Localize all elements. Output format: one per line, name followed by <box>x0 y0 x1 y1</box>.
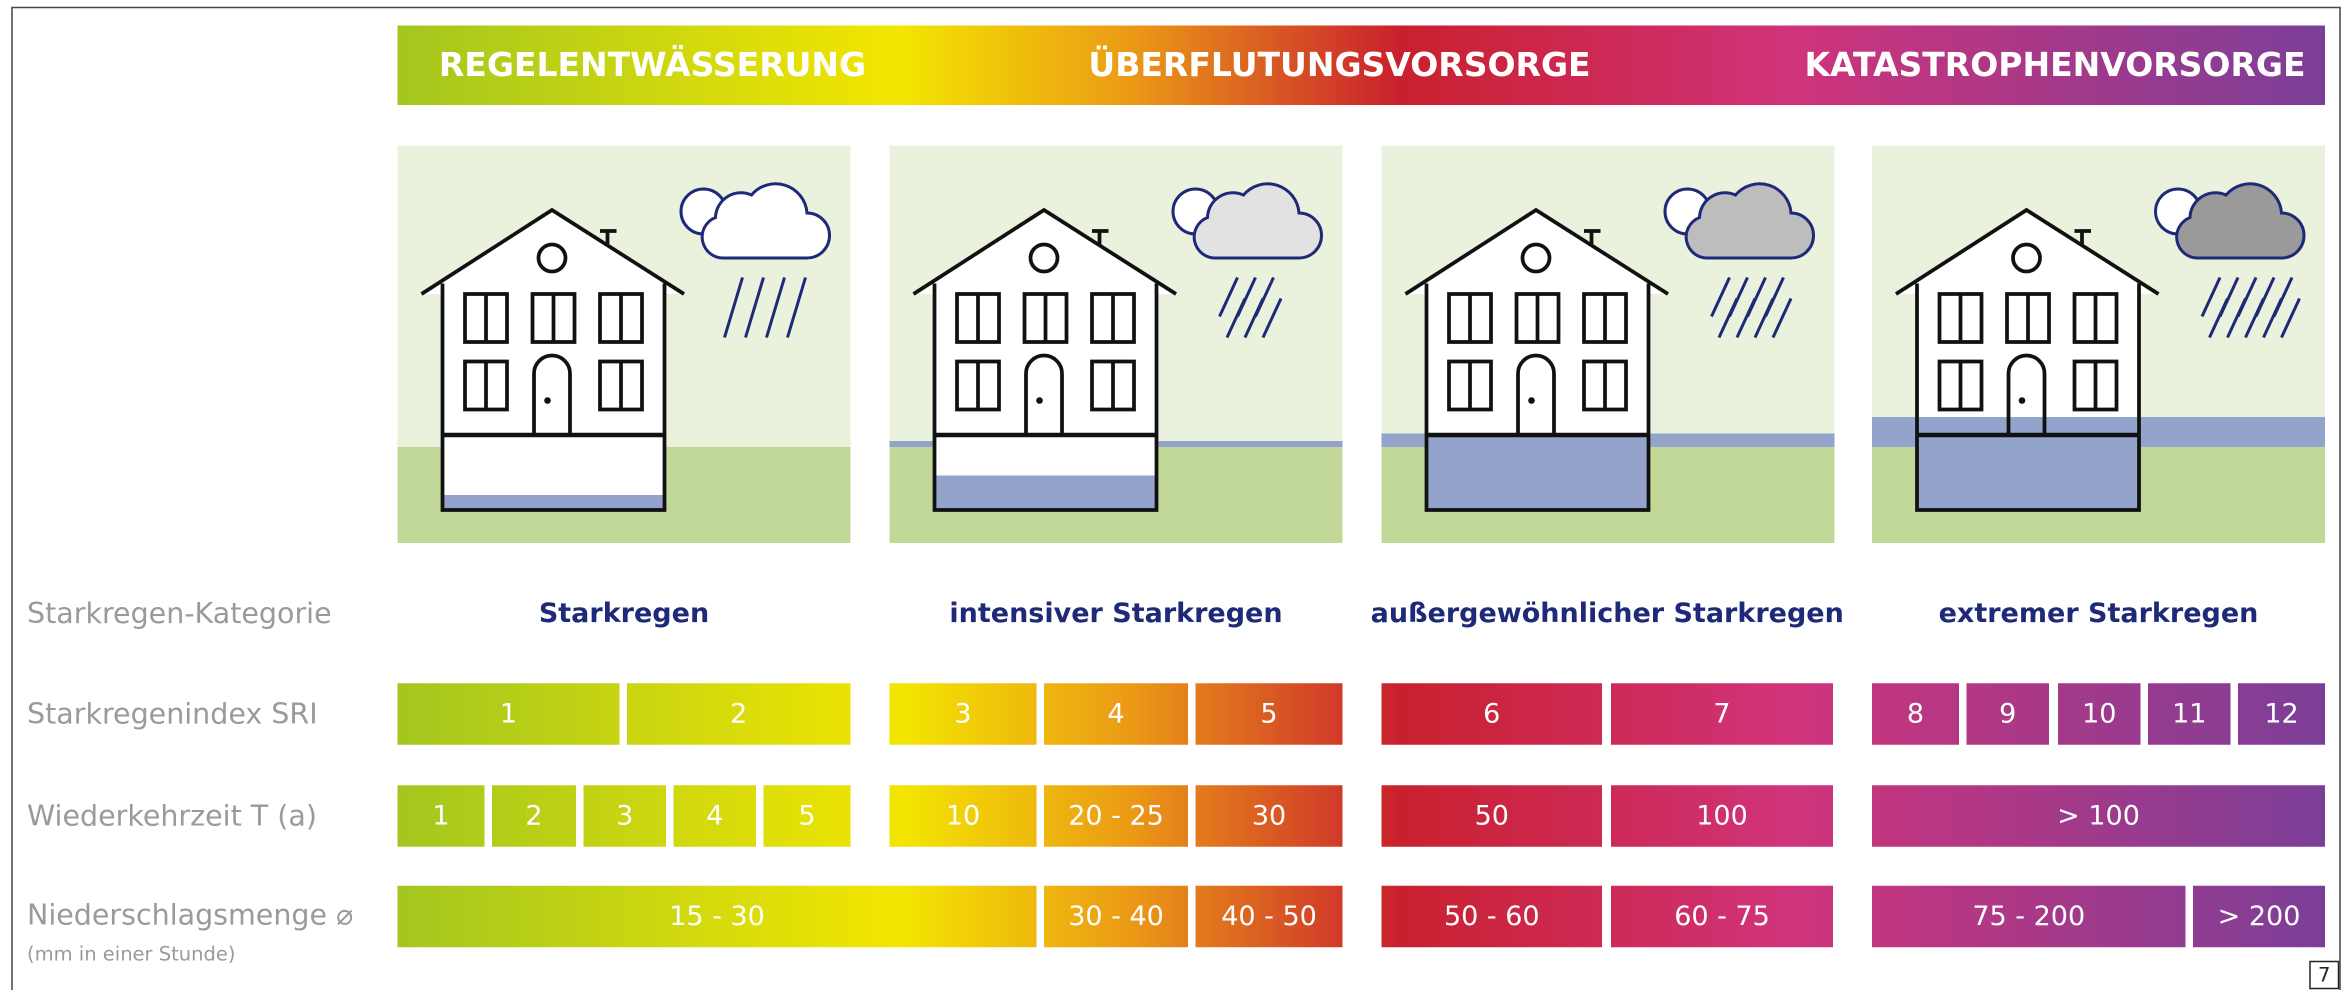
cell-label: 10 <box>2082 699 2116 730</box>
rows: Starkregen-Kategorie Starkregen intensiver… <box>27 597 2325 966</box>
water <box>935 476 1157 511</box>
cell-label: > 100 <box>2057 801 2140 832</box>
cell-label: 6 <box>1483 699 1500 730</box>
illustration <box>1382 146 1835 544</box>
door-knob <box>544 397 551 404</box>
door-knob <box>2019 397 2026 404</box>
row-label: Wiederkehrzeit T (a) <box>27 800 317 833</box>
cell-label: 4 <box>706 801 723 832</box>
cell-label: 3 <box>616 801 633 832</box>
cell-label: 30 - 40 <box>1068 901 1164 932</box>
row-label: Starkregenindex SRI <box>27 698 318 731</box>
cell-label: 5 <box>1260 699 1277 730</box>
cell-label: 12 <box>2264 699 2298 730</box>
cell-label: 40 - 50 <box>1221 901 1317 932</box>
cell-label: 8 <box>1907 699 1924 730</box>
panels <box>398 146 2325 544</box>
category: intensiver Starkregen <box>949 598 1282 629</box>
cell-label: 10 <box>946 801 980 832</box>
cell-label: 75 - 200 <box>1972 901 2085 932</box>
row-note: (mm in einer Stunde) <box>27 943 235 966</box>
infographic: REGELENTWÄSSERUNG ÜBERFLUTUNGSVORSORGE K… <box>0 0 2351 990</box>
page-number: 7 <box>2318 964 2330 987</box>
cell-label: 11 <box>2172 699 2206 730</box>
water <box>443 495 665 510</box>
cell-label: 2 <box>730 699 747 730</box>
cell-label: 30 <box>1252 801 1286 832</box>
cell-label: 60 - 75 <box>1674 901 1770 932</box>
row-label: Starkregen-Kategorie <box>27 597 332 630</box>
cell-label: 50 <box>1475 801 1509 832</box>
cell-label: 1 <box>500 699 517 730</box>
cell-label: 1 <box>432 801 449 832</box>
cell-label: > 200 <box>2218 901 2301 932</box>
illustration <box>398 146 851 544</box>
row-label: Niederschlagsmenge ⌀ <box>27 899 353 932</box>
band-label: KATASTROPHENVORSORGE <box>1804 45 2305 84</box>
cell-label: 2 <box>525 801 542 832</box>
category: außergewöhnlicher Starkregen <box>1371 598 1844 629</box>
cell-label: 20 - 25 <box>1068 801 1164 832</box>
door-knob <box>1528 397 1535 404</box>
cell-label: 5 <box>798 801 815 832</box>
cell-label: 7 <box>1713 699 1730 730</box>
page: REGELENTWÄSSERUNG ÜBERFLUTUNGSVORSORGE K… <box>0 0 2351 990</box>
cell-label: 9 <box>1999 699 2016 730</box>
category: Starkregen <box>539 598 709 629</box>
band-label: REGELENTWÄSSERUNG <box>439 44 866 84</box>
cell-label: 50 - 60 <box>1444 901 1540 932</box>
category: extremer Starkregen <box>1939 598 2259 629</box>
cell-label: 4 <box>1107 699 1124 730</box>
water <box>1917 417 2139 510</box>
door-knob <box>1036 397 1043 404</box>
cell-label: 3 <box>954 699 971 730</box>
illustration <box>1872 146 2325 544</box>
cell-label: 15 - 30 <box>669 901 765 932</box>
illustration <box>890 146 1343 544</box>
cell-label: 100 <box>1696 801 1748 832</box>
water <box>1427 435 1649 510</box>
band-label: ÜBERFLUTUNGSVORSORGE <box>1088 44 1590 84</box>
